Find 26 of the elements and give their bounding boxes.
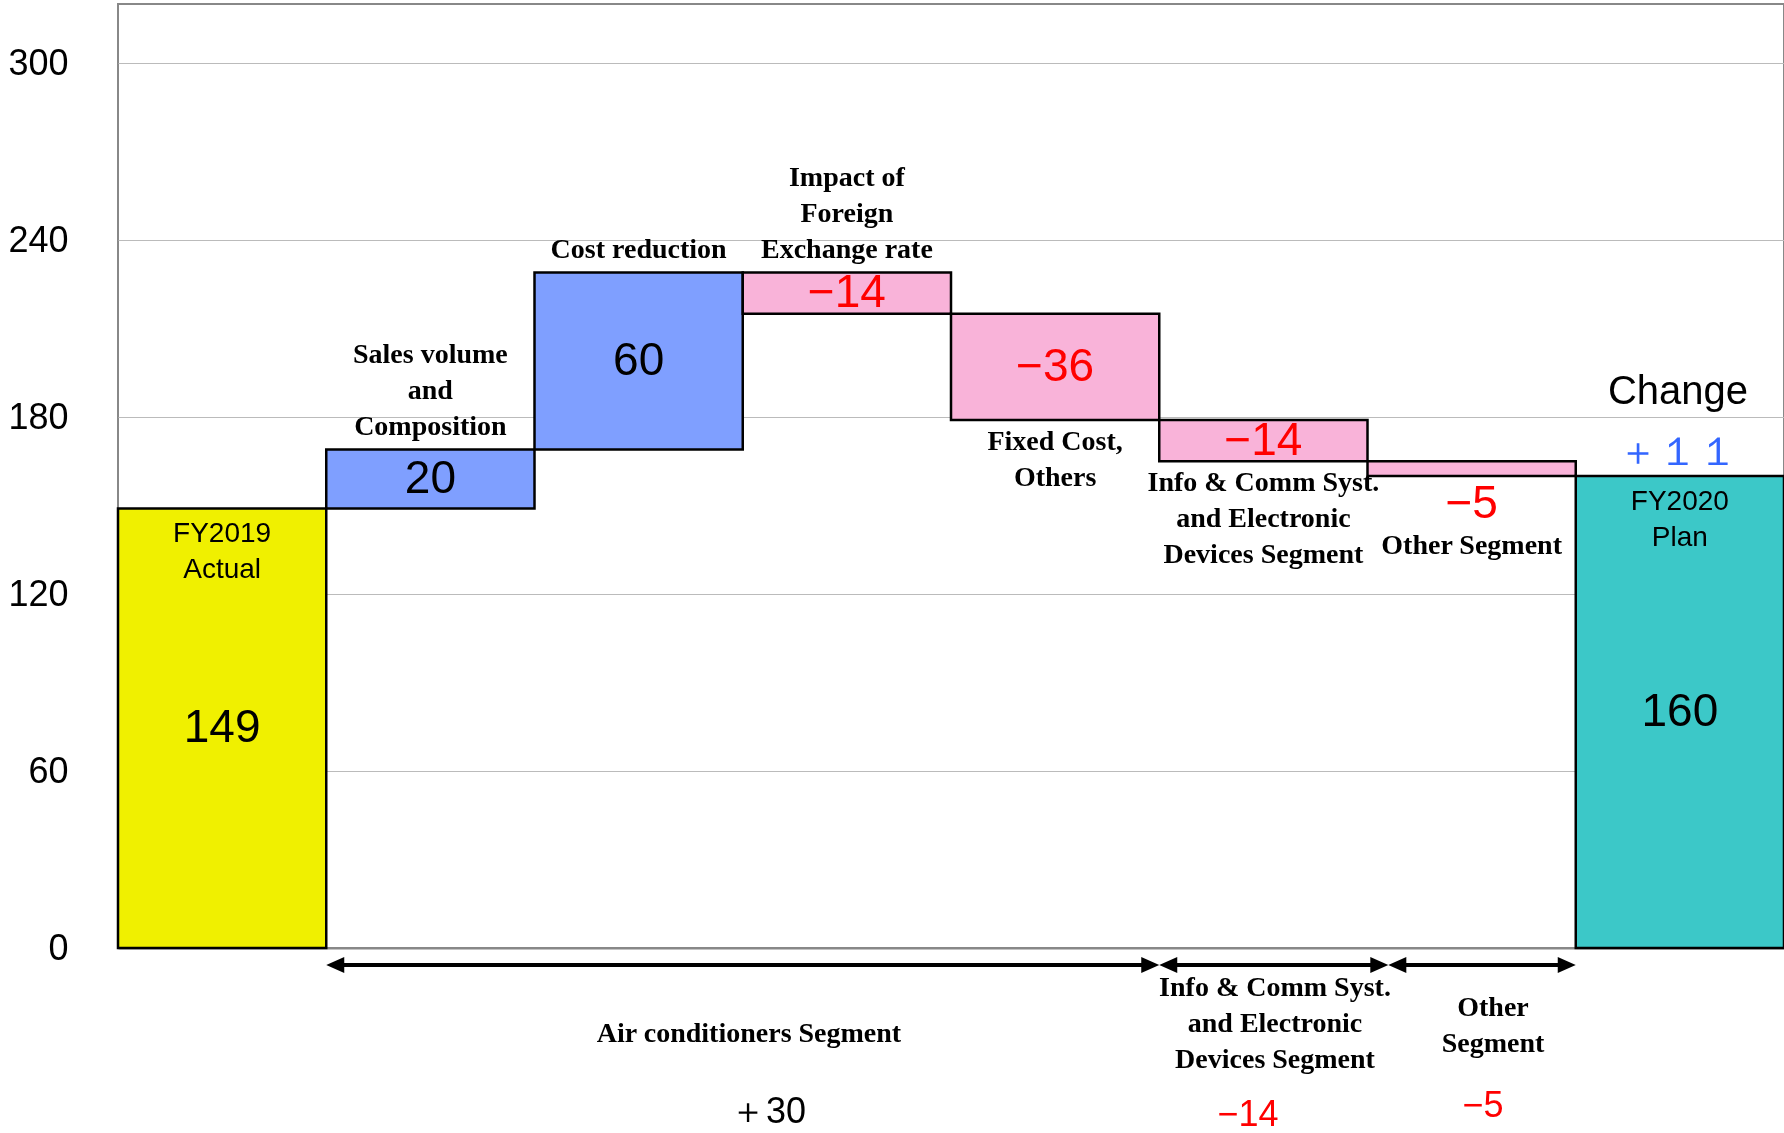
y-tick-label: 240 xyxy=(8,218,69,260)
y-tick-label: 0 xyxy=(48,926,69,968)
data-label: 60 xyxy=(613,332,665,385)
text: −5 xyxy=(1462,1084,1504,1125)
x-tick-label: Cost reduction xyxy=(550,233,728,265)
y-tick-label: 60 xyxy=(28,749,69,791)
data-label: −5 xyxy=(1445,476,1498,528)
annotation: ＋１１ xyxy=(1618,429,1738,473)
x-tick-label: Sales volume and Composition xyxy=(352,338,508,442)
y-tick-label: 180 xyxy=(8,395,69,437)
data-label: 160 xyxy=(1641,684,1719,736)
data-label: 20 xyxy=(404,450,456,503)
x-tick-label: Fixed Cost, Others xyxy=(987,424,1123,492)
text: −14 xyxy=(1217,1093,1279,1133)
data-label: −14 xyxy=(807,265,886,318)
y-tick-label: 120 xyxy=(8,572,69,614)
data-label: −14 xyxy=(1224,412,1303,465)
y-tick-label: 300 xyxy=(8,41,69,83)
data-label: 149 xyxy=(183,700,261,753)
text: ＋30 xyxy=(729,1090,807,1131)
x-tick-label: Impact of Foreign Exchange rate xyxy=(760,161,933,265)
annotation: Change xyxy=(1607,368,1749,412)
text: Air conditioners Segment xyxy=(596,1017,902,1048)
data-label: −36 xyxy=(1016,338,1095,391)
x-tick-label: FY2019 Actual xyxy=(173,517,272,585)
x-tick-label: FY2020 Plan xyxy=(1630,485,1729,552)
